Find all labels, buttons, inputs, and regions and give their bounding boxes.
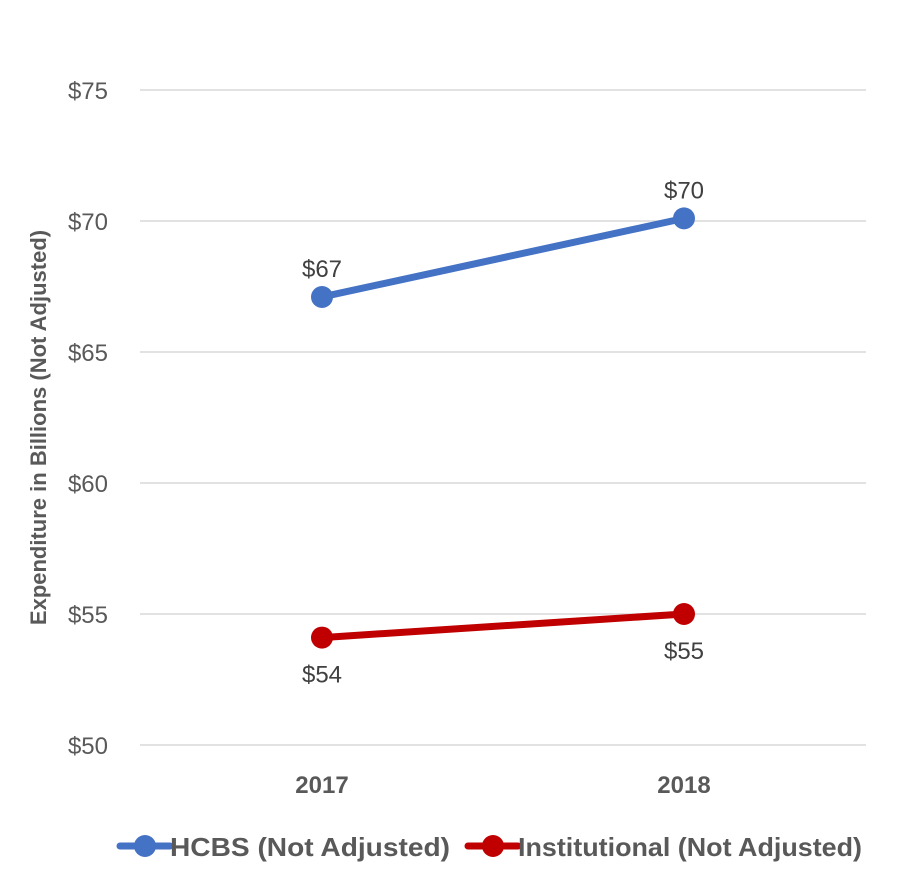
data-label: $70	[664, 177, 704, 204]
series-lines: $67 $70 $54 $55	[302, 177, 704, 688]
data-point	[673, 603, 695, 625]
y-tick-label: $70	[68, 209, 108, 236]
y-axis-tick-labels: $50 $55 $60 $65 $70 $75	[68, 78, 108, 760]
data-label: $55	[664, 638, 704, 665]
x-axis-category-labels: 2017 2018	[295, 772, 710, 799]
x-category-label: 2017	[295, 772, 348, 799]
legend-item: Institutional (Not Adjusted)	[464, 832, 862, 862]
legend-point-marker	[134, 835, 156, 857]
gridlines	[140, 89, 866, 746]
y-tick-label: $50	[68, 733, 108, 760]
data-point	[673, 207, 695, 230]
series-line	[318, 214, 688, 301]
legend-item: HCBS (Not Adjusted)	[116, 832, 450, 862]
y-tick-label: $60	[68, 471, 108, 498]
legend-point-marker	[482, 835, 504, 857]
legend-label: Institutional (Not Adjusted)	[518, 832, 862, 862]
x-category-label: 2018	[657, 772, 710, 799]
legend-label: HCBS (Not Adjusted)	[170, 832, 450, 862]
data-point	[311, 285, 333, 308]
series-line	[318, 610, 688, 642]
y-tick-label: $75	[68, 78, 108, 105]
data-label: $67	[302, 256, 342, 283]
data-label: $54	[302, 662, 342, 689]
y-tick-label: $55	[68, 602, 108, 629]
y-axis-title: Expenditure in Billions (Not Adjusted)	[26, 230, 51, 625]
series-hcbs: $67 $70	[302, 177, 704, 308]
legend: HCBS (Not Adjusted) Institutional (Not Ad…	[116, 832, 862, 862]
series-institutional: $54 $55	[302, 603, 704, 689]
y-tick-label: $65	[68, 340, 108, 367]
data-point	[311, 626, 333, 649]
